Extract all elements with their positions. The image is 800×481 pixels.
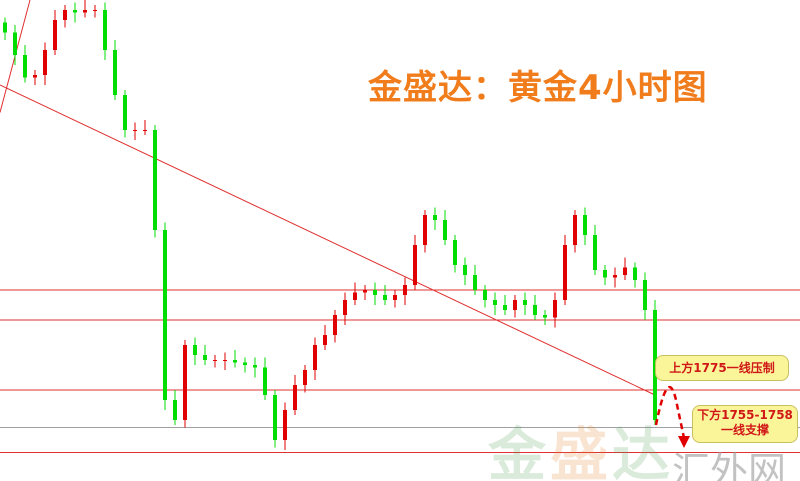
- candle-body: [123, 95, 127, 130]
- candle-body: [383, 295, 387, 300]
- candle-body: [293, 385, 297, 410]
- candle-body: [163, 230, 167, 400]
- candle-body: [353, 292, 357, 300]
- candle-body: [3, 22, 7, 33]
- candle-body: [633, 267, 637, 280]
- candle-body: [523, 300, 527, 305]
- candle-body: [303, 370, 307, 385]
- candle-body: [473, 275, 477, 290]
- brand-watermark: 金盛达: [488, 421, 675, 481]
- candle-body: [543, 315, 547, 318]
- candle-body: [583, 215, 587, 235]
- candle-body: [643, 280, 647, 310]
- candle-body: [503, 305, 507, 310]
- candle-body: [413, 245, 417, 285]
- candle-body: [263, 367, 267, 395]
- candle-body: [343, 300, 347, 315]
- candle-body: [533, 305, 537, 315]
- candle-body: [553, 300, 557, 318]
- candle-body: [603, 270, 607, 278]
- candle-body: [153, 130, 157, 230]
- candle-body: [433, 215, 437, 220]
- candle-body: [173, 400, 177, 420]
- candle-body: [573, 215, 577, 245]
- candle-body: [593, 235, 597, 270]
- candle-body: [183, 345, 187, 420]
- support-callout: 下方1755-1758 一线支撑: [692, 405, 798, 443]
- candle-body: [273, 395, 277, 440]
- candle-body: [53, 20, 57, 50]
- candle-body: [13, 32, 17, 55]
- candle-body: [23, 55, 27, 78]
- candle-body: [373, 290, 377, 295]
- candle-body: [333, 315, 337, 335]
- candle-body: [143, 130, 147, 131]
- candle-body: [223, 360, 227, 361]
- candle-body: [403, 285, 407, 295]
- candle-body: [233, 360, 237, 363]
- candle-body: [463, 265, 467, 275]
- candle-body: [203, 355, 207, 360]
- candle-body: [193, 345, 197, 355]
- candle-body: [243, 362, 247, 365]
- candle-body: [43, 50, 47, 75]
- candle-body: [453, 240, 457, 265]
- site-watermark: 汇外网: [672, 449, 787, 481]
- candle-body: [283, 410, 287, 440]
- arrow-head-icon: [678, 436, 690, 448]
- candle-body: [313, 345, 317, 370]
- candle-body: [323, 335, 327, 345]
- candle-body: [493, 300, 497, 305]
- candle-body: [423, 215, 427, 245]
- candle-body: [103, 10, 107, 50]
- candle-body: [83, 10, 87, 13]
- forecast-arrow: [654, 385, 686, 439]
- trendline: [0, 84, 656, 396]
- candle-body: [133, 130, 137, 131]
- chart-title: 金盛达：黄金4小时图: [368, 68, 708, 108]
- candle-body: [113, 50, 117, 95]
- candle-body: [613, 275, 617, 278]
- candle-body: [63, 10, 67, 20]
- candle-body: [563, 245, 567, 300]
- candle-body: [363, 290, 367, 293]
- candle-body: [93, 10, 97, 11]
- candle-body: [73, 10, 77, 13]
- resistance-callout: 上方1775一线压制: [655, 355, 789, 381]
- candle-body: [483, 290, 487, 300]
- candle-body: [513, 300, 517, 310]
- candle-body: [623, 267, 627, 275]
- candle-body: [393, 295, 397, 300]
- candle-body: [213, 360, 217, 361]
- candle-body: [33, 75, 37, 78]
- candle-body: [443, 220, 447, 240]
- candle-body: [253, 365, 257, 368]
